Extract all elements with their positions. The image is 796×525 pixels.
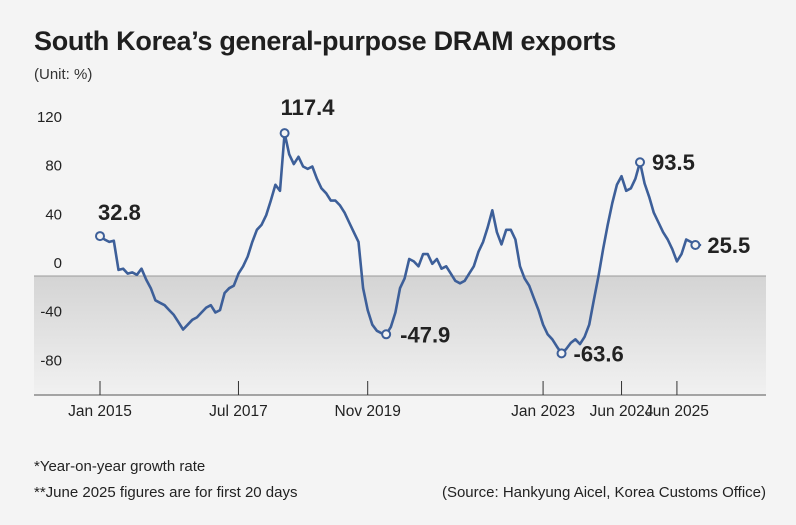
x-tick-label: Jul 2017 <box>209 403 268 420</box>
chart-title: South Korea’s general-purpose DRAM expor… <box>34 26 616 56</box>
negative-region <box>34 276 766 395</box>
annotation-marker <box>95 231 105 242</box>
x-tick-label: Jun 2024 <box>590 403 654 420</box>
x-tick-label: Jan 2015 <box>68 403 132 420</box>
y-tick-label: 120 <box>37 109 62 126</box>
annotation-marker <box>635 157 645 168</box>
series-line <box>98 131 702 355</box>
footnote-1: *Year-on-year growth rate <box>34 458 206 475</box>
y-tick-label: -40 <box>40 304 62 321</box>
annotation-marker <box>381 329 392 340</box>
x-tick-label: Jan 2023 <box>511 403 575 420</box>
unit-label: (Unit: %) <box>34 66 93 83</box>
annotation-label: 93.5 <box>652 150 695 175</box>
footnote-2: **June 2025 figures are for first 20 day… <box>34 484 298 501</box>
y-tick-label: 80 <box>45 158 62 175</box>
annotation-label: 117.4 <box>281 95 336 120</box>
y-tick-label: 0 <box>54 255 62 272</box>
x-tick-label: Jun 2025 <box>645 403 709 420</box>
annotation-label: 25.5 <box>707 233 750 258</box>
y-tick-label: -80 <box>40 352 62 369</box>
y-tick-label: 40 <box>45 206 62 223</box>
annotation-marker <box>556 348 567 359</box>
annotation-marker <box>690 239 701 250</box>
annotation-label: -63.6 <box>574 341 624 366</box>
source-note: (Source: Hankyung Aicel, Korea Customs O… <box>441 484 766 501</box>
annotation-label: 32.8 <box>98 200 141 225</box>
x-tick-label: Nov 2019 <box>335 403 401 420</box>
annotation-label: -47.9 <box>400 322 450 347</box>
annotation-marker <box>279 128 290 139</box>
